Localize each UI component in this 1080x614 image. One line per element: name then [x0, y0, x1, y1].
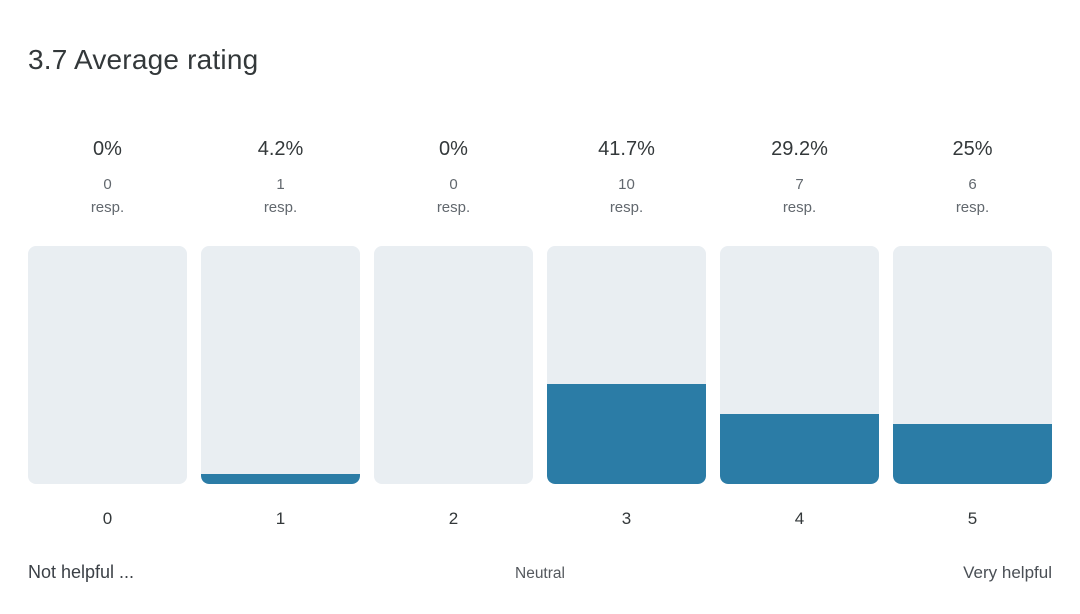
response-count: 6 — [968, 176, 977, 193]
percent-label: 25% — [952, 138, 993, 160]
rating-column-3: 41.7% 10 resp. 3 — [547, 137, 706, 529]
page-title: 3.7 Average rating — [28, 44, 259, 75]
percent-label: 41.7% — [598, 138, 655, 160]
percent-label: 0% — [93, 138, 122, 160]
response-count: 0 — [103, 176, 112, 193]
rating-value-label: 2 — [448, 508, 459, 528]
response-suffix: resp. — [782, 199, 817, 217]
percent-label: 29.2% — [771, 138, 828, 160]
response-count-block: 0 resp. — [374, 173, 533, 220]
response-count: 0 — [449, 176, 458, 193]
bar-track — [720, 245, 879, 484]
scale-labels-row: Not helpful ... Neutral Very helpful — [28, 562, 1052, 583]
response-count-block: 7 resp. — [720, 173, 879, 220]
response-count-block: 6 resp. — [893, 173, 1052, 220]
percent-label: 4.2% — [257, 138, 304, 160]
rating-value-label: 3 — [621, 508, 632, 528]
response-count: 10 — [618, 176, 635, 193]
rating-value-label: 5 — [967, 508, 978, 528]
scale-label-mid: Neutral — [515, 564, 565, 582]
rating-column-4: 29.2% 7 resp. 4 — [720, 137, 879, 529]
response-count-block: 1 resp. — [201, 173, 360, 220]
scale-label-min: Not helpful ... — [28, 561, 135, 582]
response-count-block: 10 resp. — [547, 173, 706, 220]
response-suffix: resp. — [90, 199, 125, 217]
response-count: 7 — [795, 176, 804, 193]
rating-column-2: 0% 0 resp. 2 — [374, 137, 533, 529]
rating-column-0: 0% 0 resp. 0 — [28, 137, 187, 529]
rating-columns: 0% 0 resp. 0 4.2% 1 resp. 1 0% 0 — [28, 137, 1052, 529]
bar-fill — [893, 424, 1052, 484]
bar-track — [893, 245, 1052, 484]
rating-column-1: 4.2% 1 resp. 1 — [201, 137, 360, 529]
response-count: 1 — [276, 176, 285, 193]
bar-track — [374, 245, 533, 484]
percent-label: 0% — [439, 138, 468, 160]
bar-track — [547, 245, 706, 484]
bar-fill — [547, 384, 706, 484]
rating-value-label: 0 — [102, 508, 113, 528]
bar-fill — [720, 414, 879, 484]
bar-track — [28, 245, 187, 484]
response-suffix: resp. — [263, 199, 298, 217]
response-count-block: 0 resp. — [28, 173, 187, 220]
scale-label-max: Very helpful — [963, 562, 1052, 582]
response-suffix: resp. — [436, 199, 471, 217]
rating-value-label: 1 — [275, 508, 286, 528]
response-suffix: resp. — [609, 199, 644, 217]
rating-value-label: 4 — [794, 508, 805, 528]
rating-column-5: 25% 6 resp. 5 — [893, 137, 1052, 529]
bar-track — [201, 245, 360, 484]
response-suffix: resp. — [955, 199, 990, 217]
bar-fill — [201, 473, 360, 484]
